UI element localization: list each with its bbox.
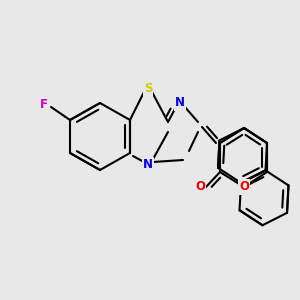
Text: N: N <box>175 97 185 110</box>
Text: S: S <box>144 82 152 95</box>
Text: O: O <box>195 181 205 194</box>
Text: F: F <box>40 98 48 110</box>
Text: O: O <box>239 181 249 194</box>
Text: N: N <box>143 158 153 172</box>
